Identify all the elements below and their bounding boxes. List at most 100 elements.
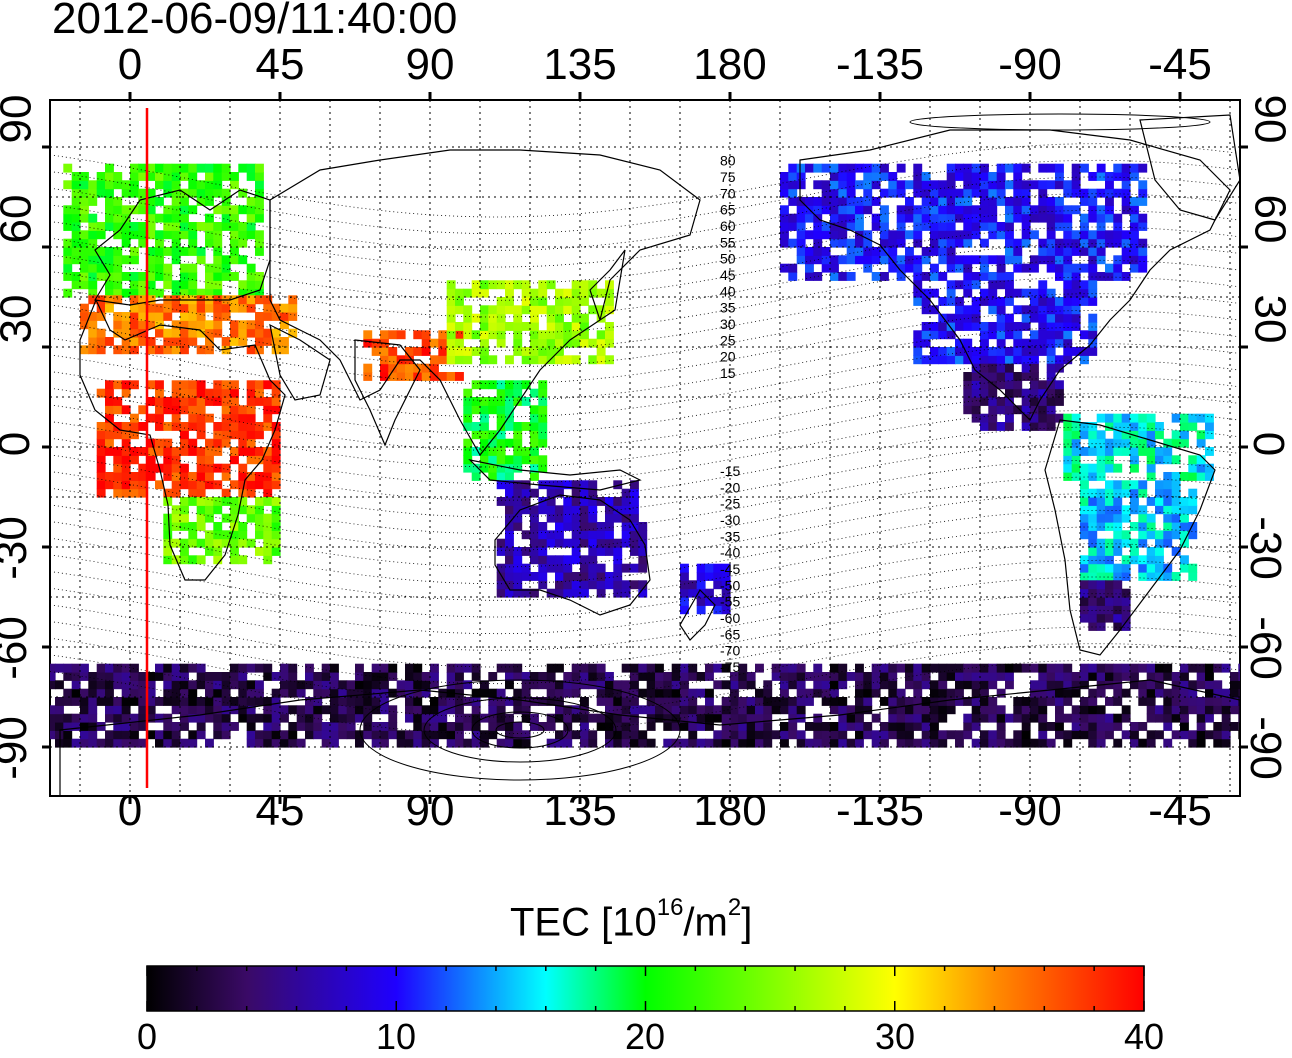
tec-cell: [246, 505, 256, 515]
tec-cell: [555, 680, 564, 690]
tec-cell: [205, 705, 214, 715]
tec-cell: [571, 688, 581, 698]
tec-cell: [513, 347, 523, 356]
tec-cell: [605, 297, 614, 306]
tec-cell: [496, 580, 506, 590]
tec-cell: [880, 738, 889, 748]
tec-cell: [155, 247, 164, 256]
tec-cell: [155, 672, 164, 681]
tec-cell: [1113, 497, 1123, 506]
tec-cell: [130, 422, 139, 431]
tec-cell: [980, 380, 989, 390]
tec-cell: [1030, 288, 1039, 298]
tec-cell: [355, 663, 364, 673]
tec-cell: [696, 713, 706, 723]
tec-cell: [955, 672, 964, 681]
tec-cell: [621, 697, 631, 706]
tec-cell: [263, 730, 273, 740]
tec-cell: [1071, 447, 1081, 456]
tec-cell: [1155, 480, 1164, 490]
tec-cell: [255, 497, 264, 506]
tec-cell: [180, 388, 189, 398]
magnetic-contour: [50, 209, 1240, 285]
tec-cell: [271, 430, 281, 440]
tec-cell: [88, 328, 98, 338]
tec-cell: [938, 205, 948, 215]
tec-cell: [1013, 705, 1023, 715]
tec-cell: [563, 513, 573, 523]
tec-cell: [271, 337, 281, 346]
tec-cell: [1105, 180, 1114, 190]
tec-cell: [80, 230, 89, 240]
tec-cell: [1213, 688, 1223, 698]
tec-cell: [1171, 680, 1181, 690]
tec-cell: [988, 172, 998, 181]
tec-cell: [546, 330, 556, 340]
tec-cell: [255, 472, 264, 481]
tec-cell: [246, 197, 256, 206]
tec-cell: [238, 680, 248, 690]
tec-cell: [1205, 663, 1214, 673]
tec-cell: [1138, 413, 1148, 423]
tec-cell: [505, 380, 514, 390]
tec-cell: [805, 672, 814, 681]
tec-cell: [788, 680, 798, 690]
tec-cell: [505, 305, 514, 315]
tec-cell: [296, 738, 306, 748]
tec-cell: [271, 455, 281, 465]
tec-cell: [221, 312, 231, 321]
tec-cell: [1038, 330, 1048, 340]
tec-cell: [380, 680, 389, 690]
tec-cell: [271, 472, 281, 481]
tec-cell: [705, 563, 714, 573]
tec-cell: [313, 672, 323, 681]
tec-cell: [205, 163, 214, 173]
tec-cell: [1138, 522, 1148, 531]
tec-cell: [763, 705, 773, 715]
tec-cell: [1071, 280, 1081, 290]
tec-cell: [305, 722, 314, 731]
tec-cell: [638, 538, 648, 548]
tec-cell: [388, 722, 398, 731]
tec-cell: [1121, 272, 1131, 281]
tec-cell: [846, 738, 856, 748]
tec-cell: [1205, 447, 1214, 456]
tec-cell: [171, 672, 181, 681]
tec-cell: [455, 713, 464, 723]
tec-cell: [588, 580, 598, 590]
tec-cell: [1080, 213, 1089, 223]
tec-cell: [496, 330, 506, 340]
tec-cell: [155, 172, 164, 181]
tec-cell: [980, 263, 989, 273]
tec-cell: [513, 497, 523, 506]
tec-cell: [913, 280, 923, 290]
tec-cell: [50, 722, 56, 731]
tec-cell: [388, 330, 398, 340]
tec-cell: [1080, 222, 1089, 231]
tec-cell: [530, 555, 539, 565]
tec-cell: [1155, 688, 1164, 698]
tec-cell: [963, 380, 973, 390]
tec-cell: [855, 180, 864, 190]
tec-cell: [230, 680, 239, 690]
tec-cell: [513, 397, 523, 406]
tec-cell: [946, 213, 956, 223]
tec-cell: [480, 305, 489, 315]
tec-cell: [171, 413, 181, 423]
tec-cell: [180, 222, 189, 231]
tec-cell: [196, 722, 206, 731]
tec-cell: [921, 697, 931, 706]
tec-cell: [180, 345, 189, 355]
tec-cell: [613, 697, 623, 706]
tec-cell: [538, 580, 548, 590]
tec-cell: [1171, 672, 1181, 681]
tec-cell: [980, 397, 989, 406]
tec-cell: [363, 713, 373, 723]
tec-cell: [496, 305, 506, 315]
tec-cell: [180, 197, 189, 206]
tec-cell: [438, 722, 448, 731]
tec-cell: [213, 263, 223, 273]
tec-cell: [1113, 238, 1123, 248]
tec-cell: [905, 205, 914, 215]
tec-cell: [138, 172, 148, 181]
